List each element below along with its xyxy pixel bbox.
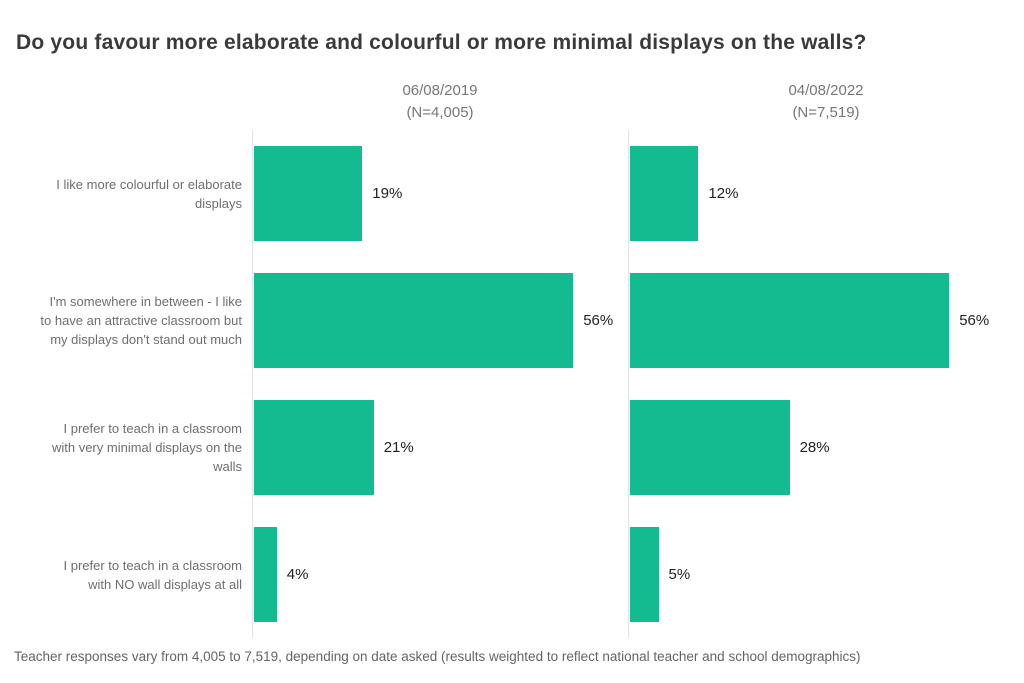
value-label: 4% xyxy=(286,566,309,583)
bar-2022 xyxy=(630,527,659,622)
category-label: I prefer to teach in a classroom with ve… xyxy=(51,421,242,474)
value-label: 5% xyxy=(668,566,691,583)
category-label: I prefer to teach in a classroom with NO… xyxy=(63,557,242,592)
value-label: 19% xyxy=(372,185,403,202)
panel-sample-2022: (N=7,519) xyxy=(792,104,860,121)
bar-cell-2019: 56% xyxy=(252,257,628,384)
bar-2019 xyxy=(254,146,363,241)
value-label: 12% xyxy=(708,185,739,202)
panel-header-2022: 04/08/2022 (N=7,519) xyxy=(628,56,1024,130)
bar-2022 xyxy=(630,146,699,241)
bar-cell-2022: 5% xyxy=(628,511,1024,638)
bar-2019 xyxy=(254,527,277,622)
value-label: 56% xyxy=(583,312,614,329)
value-label: 21% xyxy=(383,439,414,456)
bar-2019 xyxy=(254,400,374,495)
value-label: 56% xyxy=(959,312,990,329)
bar-cell-2019: 21% xyxy=(252,384,628,511)
bar-cell-2022: 12% xyxy=(628,130,1024,257)
header-spacer xyxy=(0,56,252,130)
bar-cell-2019: 4% xyxy=(252,511,628,638)
panel-date-2022: 04/08/2022 xyxy=(788,82,864,99)
chart-title: Do you favour more elaborate and colourf… xyxy=(16,31,867,54)
bar-2022 xyxy=(630,273,950,368)
panel-date-2019: 06/08/2019 xyxy=(402,82,478,99)
value-label: 28% xyxy=(799,439,830,456)
footer-note: Teacher responses vary from 4,005 to 7,5… xyxy=(14,649,861,664)
category-label: I like more colourful or elaborate displ… xyxy=(56,176,242,211)
bar-cell-2022: 56% xyxy=(628,257,1024,384)
bar-cell-2019: 19% xyxy=(252,130,628,257)
bar-2019 xyxy=(254,273,574,368)
bar-2022 xyxy=(630,400,790,495)
panel-sample-2019: (N=4,005) xyxy=(406,104,474,121)
bar-cell-2022: 28% xyxy=(628,384,1024,511)
panel-header-2019: 06/08/2019 (N=4,005) xyxy=(252,56,628,130)
chart-grid: 06/08/2019 (N=4,005) 04/08/2022 (N=7,519… xyxy=(0,56,1024,638)
category-label: I'm somewhere in between - I like to hav… xyxy=(40,294,242,347)
